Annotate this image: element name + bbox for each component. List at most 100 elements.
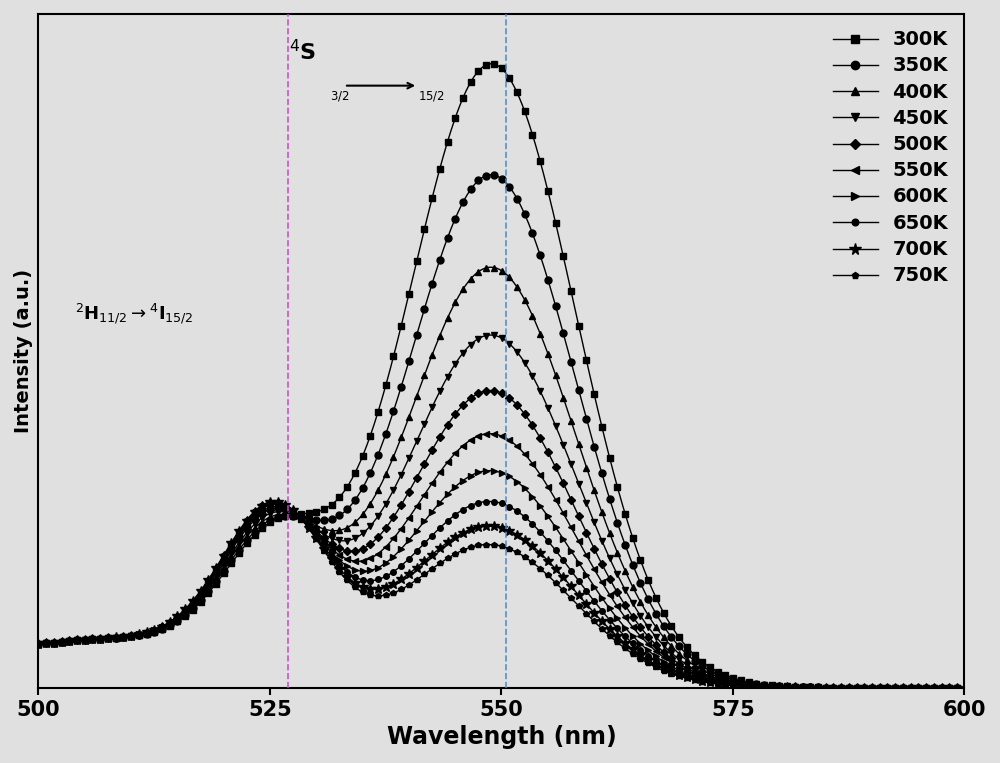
700K bbox=[428, 549, 440, 558]
600K bbox=[138, 629, 150, 638]
550K bbox=[841, 683, 853, 692]
650K bbox=[958, 683, 970, 692]
Text: $^2$H$_{11/2}$$\rightarrow$$^4$I$_{15/2}$: $^2$H$_{11/2}$$\rightarrow$$^4$I$_{15/2}… bbox=[75, 301, 194, 326]
500K bbox=[138, 629, 150, 638]
700K bbox=[269, 497, 281, 507]
300K bbox=[387, 352, 399, 361]
Text: $_{3/2}$: $_{3/2}$ bbox=[330, 86, 349, 105]
450K bbox=[940, 683, 952, 692]
Line: 550K: 550K bbox=[35, 430, 968, 691]
Line: 650K: 650K bbox=[36, 499, 967, 691]
500K bbox=[958, 683, 970, 692]
750K bbox=[428, 563, 440, 572]
750K bbox=[388, 588, 400, 597]
700K bbox=[138, 629, 150, 638]
Line: 750K: 750K bbox=[36, 498, 967, 691]
350K bbox=[841, 683, 853, 692]
Line: 350K: 350K bbox=[35, 172, 968, 691]
550K bbox=[138, 629, 150, 638]
750K bbox=[940, 683, 952, 692]
400K bbox=[193, 596, 205, 605]
X-axis label: Wavelength (nm): Wavelength (nm) bbox=[387, 725, 616, 749]
450K bbox=[841, 683, 853, 692]
600K bbox=[940, 683, 952, 692]
Line: 500K: 500K bbox=[36, 388, 967, 691]
550K bbox=[32, 639, 44, 649]
350K bbox=[958, 683, 970, 692]
650K bbox=[483, 497, 495, 506]
700K bbox=[32, 639, 44, 649]
350K bbox=[428, 274, 440, 283]
Line: 450K: 450K bbox=[35, 332, 968, 691]
400K bbox=[387, 452, 399, 462]
650K bbox=[387, 567, 399, 576]
550K bbox=[387, 534, 399, 543]
300K bbox=[940, 683, 952, 692]
600K bbox=[428, 505, 440, 514]
600K bbox=[958, 683, 970, 692]
Y-axis label: Intensity (a.u.): Intensity (a.u.) bbox=[14, 269, 33, 433]
700K bbox=[841, 683, 853, 692]
350K bbox=[193, 597, 205, 607]
500K bbox=[940, 683, 952, 692]
650K bbox=[841, 683, 853, 692]
350K bbox=[940, 683, 952, 692]
Line: 300K: 300K bbox=[35, 60, 968, 691]
400K bbox=[485, 262, 497, 272]
Line: 700K: 700K bbox=[34, 497, 969, 693]
550K bbox=[193, 591, 205, 600]
650K bbox=[428, 530, 440, 539]
300K bbox=[32, 639, 44, 649]
600K bbox=[32, 639, 44, 649]
500K bbox=[193, 592, 205, 601]
450K bbox=[958, 683, 970, 692]
750K bbox=[32, 639, 44, 649]
550K bbox=[940, 683, 952, 692]
Line: 400K: 400K bbox=[35, 264, 968, 691]
650K bbox=[193, 590, 205, 599]
400K bbox=[841, 683, 853, 692]
Text: $^4$S: $^4$S bbox=[289, 39, 316, 64]
750K bbox=[193, 588, 205, 597]
450K bbox=[484, 330, 496, 340]
600K bbox=[484, 466, 496, 475]
Legend: 300K, 350K, 400K, 450K, 500K, 550K, 600K, 650K, 700K, 750K: 300K, 350K, 400K, 450K, 500K, 550K, 600K… bbox=[826, 23, 955, 292]
Line: 600K: 600K bbox=[35, 467, 968, 691]
300K bbox=[841, 683, 853, 692]
400K bbox=[32, 639, 44, 649]
700K bbox=[193, 589, 205, 598]
400K bbox=[138, 629, 150, 639]
450K bbox=[428, 399, 440, 408]
350K bbox=[32, 639, 44, 649]
600K bbox=[387, 552, 399, 561]
600K bbox=[841, 683, 853, 692]
750K bbox=[841, 683, 853, 692]
550K bbox=[958, 683, 970, 692]
700K bbox=[958, 683, 970, 692]
400K bbox=[940, 683, 952, 692]
350K bbox=[138, 629, 150, 639]
700K bbox=[388, 579, 400, 588]
300K bbox=[193, 599, 205, 608]
500K bbox=[484, 386, 496, 395]
300K bbox=[485, 60, 497, 69]
450K bbox=[387, 485, 399, 494]
650K bbox=[32, 639, 44, 649]
450K bbox=[193, 594, 205, 603]
550K bbox=[484, 429, 496, 438]
350K bbox=[387, 407, 399, 416]
700K bbox=[940, 683, 952, 692]
500K bbox=[387, 513, 399, 522]
300K bbox=[958, 683, 970, 692]
350K bbox=[485, 170, 497, 179]
500K bbox=[841, 683, 853, 692]
Text: $_{15/2}$: $_{15/2}$ bbox=[418, 86, 445, 105]
400K bbox=[428, 346, 440, 356]
500K bbox=[428, 443, 440, 452]
650K bbox=[138, 629, 150, 638]
300K bbox=[428, 188, 440, 197]
550K bbox=[428, 476, 440, 485]
750K bbox=[268, 497, 280, 506]
300K bbox=[138, 629, 150, 639]
750K bbox=[958, 683, 970, 692]
